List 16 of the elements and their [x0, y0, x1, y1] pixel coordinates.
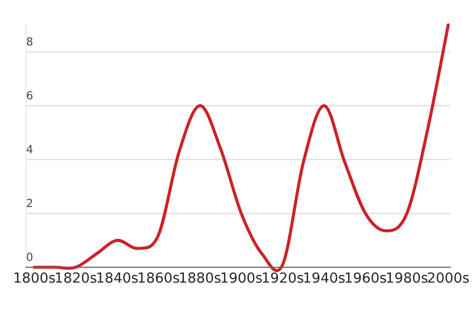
x-tick-label: 1940s — [304, 272, 345, 283]
x-tick-label: 1860s — [138, 272, 180, 283]
x-tick-label: 1800s — [14, 272, 55, 283]
x-tick-label: 1820s — [56, 272, 96, 283]
x-tick-label: 1880s — [180, 272, 221, 283]
y-tick-label: 4 — [26, 145, 33, 154]
y-tick-label: 0 — [26, 252, 32, 262]
x-tick-label: 1960s — [346, 272, 386, 283]
y-tick-label: 2 — [26, 198, 32, 208]
y-tick-label: 8 — [26, 37, 32, 46]
x-tick-label: 1980s — [387, 272, 428, 283]
x-tick-label: 1840s — [97, 272, 138, 283]
y-tick-label: 6 — [26, 91, 32, 100]
x-tick-label: 1900s — [222, 272, 262, 283]
x-tick-label: 1920s — [262, 272, 304, 283]
x-tick-label: 2000s — [428, 272, 469, 283]
